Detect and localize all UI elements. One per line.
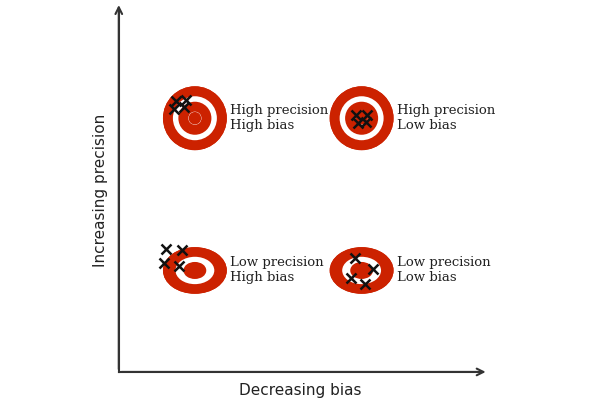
Ellipse shape [346, 103, 377, 134]
Ellipse shape [164, 87, 226, 149]
Ellipse shape [331, 87, 392, 149]
Text: High precision
Low bias: High precision Low bias [397, 104, 496, 132]
Ellipse shape [354, 111, 370, 126]
Ellipse shape [185, 263, 205, 278]
Text: Low precision
High bias: Low precision High bias [230, 256, 324, 284]
Y-axis label: Increasing precision: Increasing precision [92, 114, 107, 267]
Ellipse shape [341, 256, 382, 285]
Ellipse shape [338, 95, 385, 141]
Ellipse shape [190, 113, 200, 124]
Ellipse shape [164, 248, 226, 293]
Ellipse shape [164, 87, 226, 149]
Ellipse shape [190, 266, 200, 275]
Text: High precision
High bias: High precision High bias [230, 104, 329, 132]
Text: Low precision
Low bias: Low precision Low bias [397, 256, 491, 284]
Ellipse shape [352, 263, 372, 278]
Ellipse shape [187, 111, 203, 126]
Ellipse shape [164, 248, 226, 293]
Ellipse shape [331, 87, 392, 149]
Ellipse shape [179, 103, 210, 134]
Ellipse shape [331, 248, 392, 293]
Ellipse shape [356, 266, 367, 275]
X-axis label: Decreasing bias: Decreasing bias [239, 383, 361, 398]
Ellipse shape [356, 113, 367, 124]
Ellipse shape [175, 256, 215, 285]
Ellipse shape [331, 248, 392, 293]
Ellipse shape [172, 95, 218, 141]
